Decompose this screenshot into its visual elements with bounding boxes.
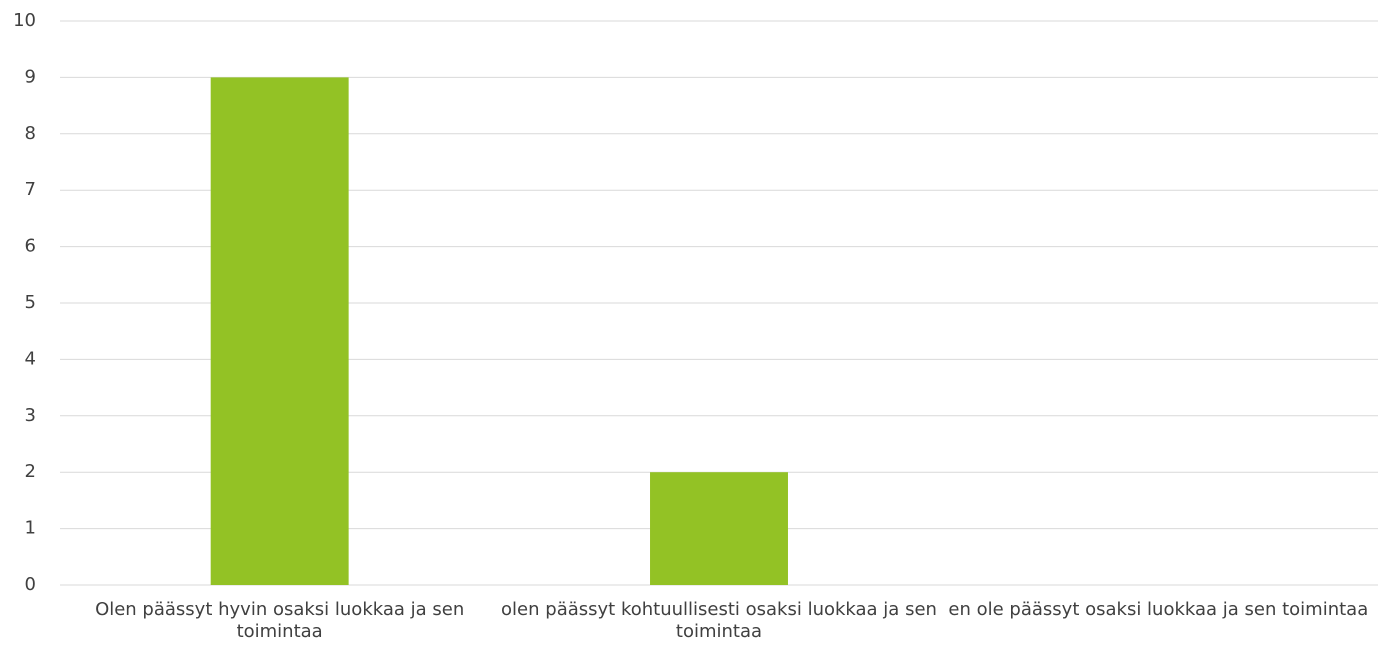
y-tick-label: 8: [25, 123, 36, 144]
x-tick-label: olen päässyt kohtuullisesti osaksi luokk…: [501, 599, 937, 642]
y-tick-label: 0: [25, 574, 36, 595]
bar: [650, 472, 788, 585]
x-tick-label: en ole päässyt osaksi luokkaa ja sen toi…: [948, 599, 1369, 620]
y-tick-label: 3: [25, 405, 36, 426]
y-tick-label: 2: [25, 461, 36, 482]
y-tick-label: 7: [25, 179, 36, 200]
y-tick-label: 1: [25, 518, 36, 539]
y-tick-label: 9: [25, 66, 36, 87]
bar: [210, 77, 349, 586]
y-tick-label: 5: [25, 292, 36, 313]
y-tick-label: 4: [25, 348, 36, 369]
x-tick-label: Olen päässyt hyvin osaksi luokkaa ja sen…: [95, 599, 465, 642]
y-tick-label: 10: [13, 10, 36, 31]
y-tick-label: 6: [25, 236, 36, 257]
